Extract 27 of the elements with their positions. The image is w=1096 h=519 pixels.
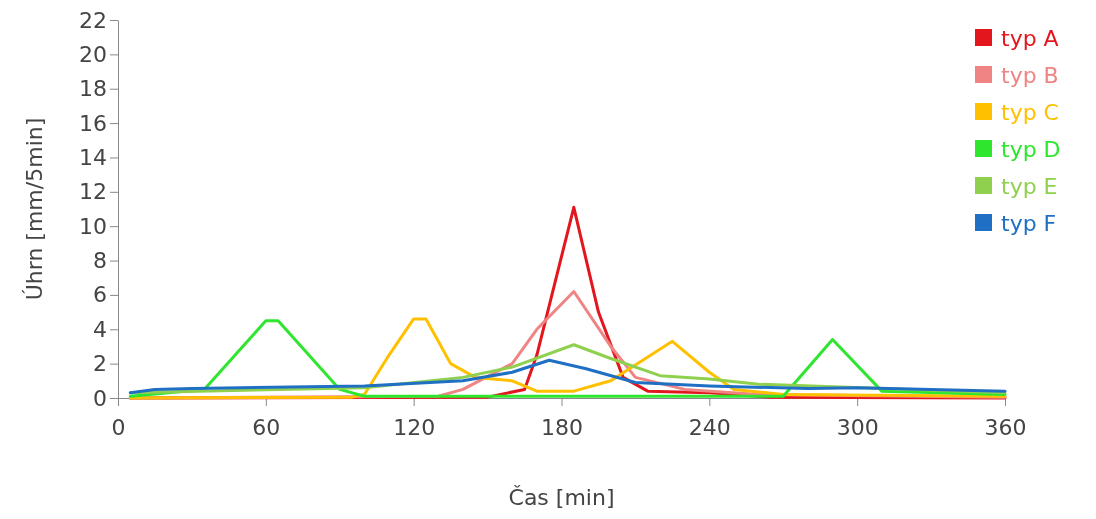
- y-tick-label: 2: [93, 351, 107, 377]
- x-tick-label: 0: [111, 415, 126, 441]
- y-tick-label: 20: [79, 41, 107, 67]
- x-tick-label: 360: [984, 415, 1027, 441]
- y-tick-label: 12: [79, 179, 107, 205]
- x-tick-label: 60: [252, 415, 281, 441]
- legend-label: typ B: [1001, 63, 1059, 88]
- legend-label: typ E: [1001, 174, 1058, 199]
- x-tick-label: 120: [393, 415, 436, 441]
- x-tick-label: 240: [688, 415, 731, 441]
- y-axis-title: Úhrn [mm/5min]: [22, 117, 47, 301]
- x-axis-title: Čas [min]: [508, 485, 615, 510]
- y-tick-label: 14: [79, 144, 107, 170]
- y-tick-label: 18: [79, 76, 107, 102]
- y-tick-label: 8: [93, 248, 107, 274]
- y-tick-label: 16: [79, 110, 107, 136]
- legend-label: typ A: [1001, 26, 1059, 51]
- y-tick-label: 10: [79, 213, 107, 239]
- y-tick-label: 0: [93, 385, 107, 411]
- x-tick-label: 180: [541, 415, 583, 441]
- legend-label: typ C: [1001, 100, 1059, 125]
- y-tick-label: 6: [93, 282, 107, 308]
- y-tick-label: 22: [79, 7, 107, 33]
- legend-label: typ D: [1001, 137, 1061, 162]
- legend-label: typ F: [1001, 211, 1057, 236]
- x-tick-label: 300: [836, 415, 879, 441]
- y-tick-label: 4: [93, 316, 107, 342]
